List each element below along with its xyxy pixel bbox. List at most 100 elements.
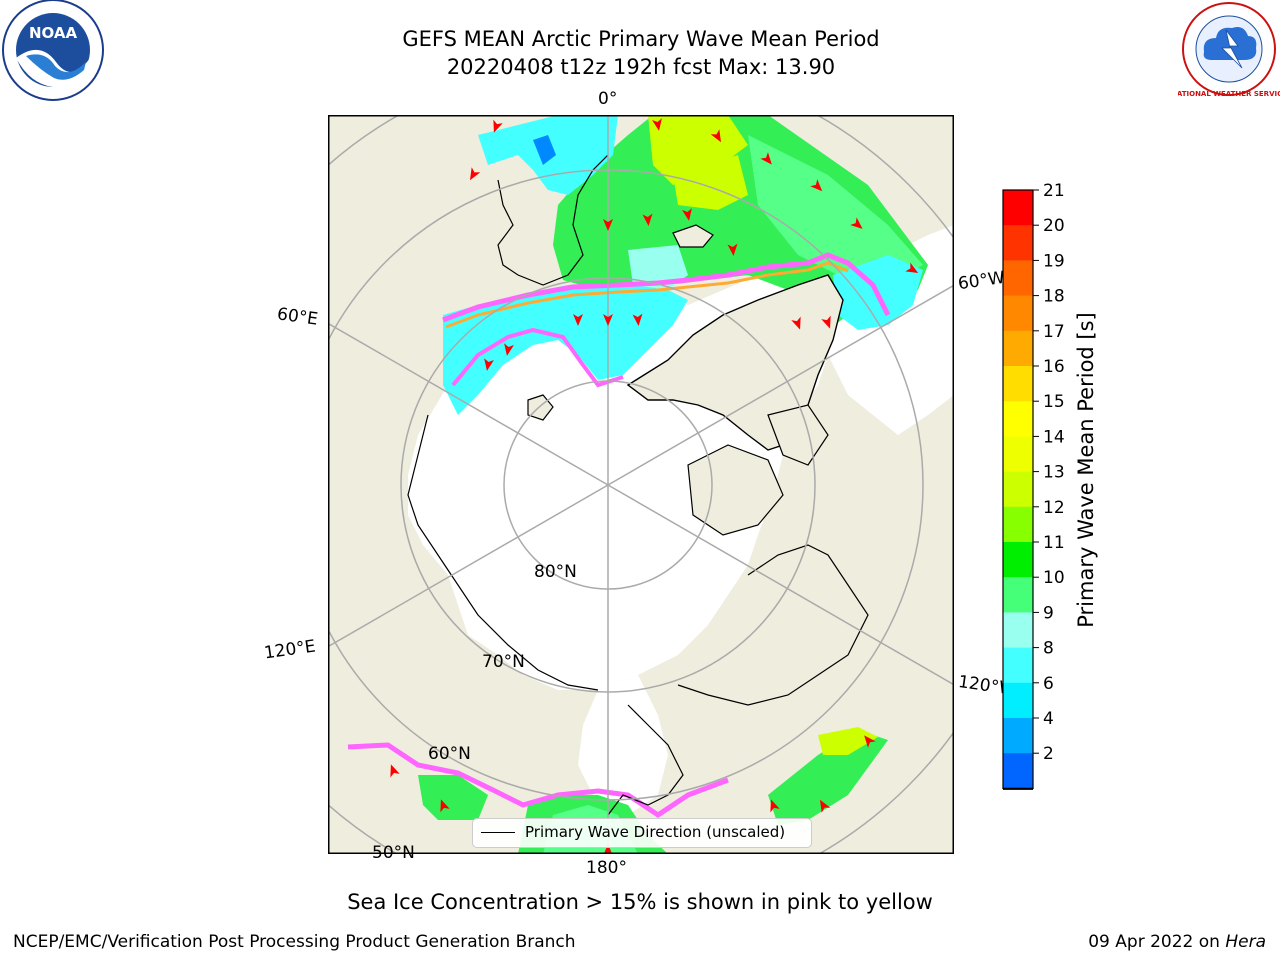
meridian-120e: [328, 484, 609, 648]
colorbar-block: [1003, 577, 1033, 613]
lon-label-180: 180°: [586, 858, 627, 878]
noaa-logo: NOAA: [2, 0, 104, 101]
graticule: [328, 115, 954, 854]
wave-field-atlantic-lightgreen: [748, 135, 923, 285]
colorbar-block: [1003, 366, 1033, 402]
map-frame: [328, 115, 954, 854]
ice-edge-pacific: [347, 742, 729, 819]
colorbar-block: [1003, 542, 1033, 578]
wave-direction-arrow: [603, 844, 613, 854]
colorbar-block: [1003, 401, 1033, 437]
meridian-60e: [328, 322, 609, 486]
colorbar-block: [1003, 612, 1033, 649]
wave-field-swell-yellowgreen: [648, 115, 748, 185]
chart-title: GEFS MEAN Arctic Primary Wave Mean Perio…: [402, 27, 880, 51]
wave-direction-arrow: [484, 358, 494, 371]
colorbar-block: [1003, 225, 1033, 261]
wave-direction-arrow: [632, 313, 643, 326]
colorbar-block: [1003, 647, 1033, 684]
wave-direction-arrow: [791, 316, 801, 330]
colorbar: 21 20 19 18 17 16 15 14 13 12 11 10 9 8 6 4 2: [1002, 181, 1065, 790]
colorbar-tick-label: 13: [1043, 463, 1065, 483]
lon-label-60e: 60°E: [275, 304, 320, 330]
legend-line-swatch: [481, 832, 515, 833]
colorbar-tick-label: 14: [1043, 427, 1065, 447]
wave-direction-arrows: [390, 118, 919, 854]
lon-label-120e: 120°E: [262, 636, 317, 664]
wave-direction-arrow: [710, 129, 721, 143]
colorbar-tick-label: 20: [1043, 216, 1065, 236]
wave-direction-arrow: [760, 152, 772, 165]
colorbar-tick-label: 4: [1043, 709, 1054, 729]
colorbar-tick-label: 21: [1043, 181, 1065, 201]
wave-direction-arrow: [603, 314, 613, 326]
siberian-coast: [407, 414, 599, 691]
nws-logo: NATIONAL WEATHER SERVICE: [1178, 2, 1280, 98]
nws-logo-text: NATIONAL WEATHER SERVICE: [1178, 90, 1280, 98]
wave-field-okhotsk: [418, 775, 488, 820]
ice-edge-atlantic: [442, 252, 891, 323]
colorbar-tick-label: 16: [1043, 357, 1065, 377]
footer-host: Hera: [1225, 932, 1266, 952]
colorbar-tick-label: 17: [1043, 322, 1065, 342]
wave-direction-arrow: [770, 799, 780, 813]
colorbar-frame: [1002, 189, 1034, 790]
lat-label-70: 70°N: [482, 652, 525, 672]
ellesmere-island: [767, 404, 829, 466]
scandinavia-coast: [497, 154, 609, 286]
wave-field-swell-yellowgreen-2: [673, 155, 748, 210]
lat-label-60: 60°N: [428, 744, 471, 764]
colorbar-block: [1003, 260, 1033, 297]
colorbar-block: [1003, 682, 1033, 719]
wave-field-lightcyan: [628, 245, 688, 290]
meridian-60w: [607, 284, 954, 486]
colorbar-tick-label: 12: [1043, 498, 1065, 518]
colorbar-block: [1003, 436, 1033, 473]
colorbar-block: [1003, 190, 1033, 226]
wave-field-gulf-of-alaska-swell: [818, 727, 878, 755]
wave-field-gulf-of-alaska: [768, 730, 888, 825]
lat-label-50: 50°N: [372, 843, 415, 863]
wave-field-blue-spot: [533, 135, 556, 165]
colorbar-block: [1003, 295, 1033, 332]
colorbar-tick-label: 19: [1043, 251, 1065, 271]
bering-ice: [578, 675, 668, 815]
footer-date-text: 09 Apr 2022 on: [1088, 932, 1226, 952]
footer-credit: NCEP/EMC/Verification Post Processing Pr…: [13, 932, 576, 952]
wave-direction-arrow: [682, 208, 692, 221]
iceland: [672, 224, 714, 248]
colorbar-block: [1003, 471, 1033, 508]
wave-direction-arrow: [864, 735, 876, 748]
lat-label-80: 80°N: [534, 562, 577, 582]
colorbar-block: [1003, 718, 1033, 754]
wave-direction-arrow: [905, 262, 919, 273]
wave-direction-arrow: [850, 217, 863, 229]
wave-field-cyan-barents: [443, 283, 688, 415]
wave-direction-arrow: [440, 799, 450, 813]
colorbar-tick-label: 8: [1043, 639, 1054, 659]
colorbar-tick-label: 10: [1043, 568, 1065, 588]
colorbar-block: [1003, 330, 1033, 367]
colorbar-block: [1003, 506, 1033, 543]
chart-subtitle: 20220408 t12z 192h fcst Max: 13.90: [446, 55, 836, 79]
arctic-map: [328, 115, 954, 854]
colorbar-tick-label: 2: [1043, 744, 1054, 764]
wave-direction-arrow: [470, 167, 481, 181]
map-legend: Primary Wave Direction (unscaled): [472, 818, 812, 848]
meridian-120w: [607, 484, 954, 686]
wave-direction-arrow: [493, 119, 503, 133]
greenland: [626, 274, 844, 451]
wave-direction-arrow: [821, 315, 831, 329]
wave-direction-arrow: [727, 243, 738, 256]
colorbar-label: Primary Wave Mean Period [s]: [1074, 312, 1098, 628]
lon-label-0: 0°: [598, 89, 618, 109]
colorbar-tick-label: 18: [1043, 287, 1065, 307]
wave-direction-arrow: [642, 213, 653, 226]
wave-direction-arrow: [810, 179, 823, 192]
wave-direction-arrow: [652, 118, 662, 131]
legend-label: Primary Wave Direction (unscaled): [525, 823, 786, 841]
wave-direction-arrow: [820, 799, 831, 813]
colorbar-tick-label: 9: [1043, 603, 1054, 623]
wave-direction-arrow: [603, 219, 613, 231]
colorbar-tick-label: 6: [1043, 674, 1054, 694]
